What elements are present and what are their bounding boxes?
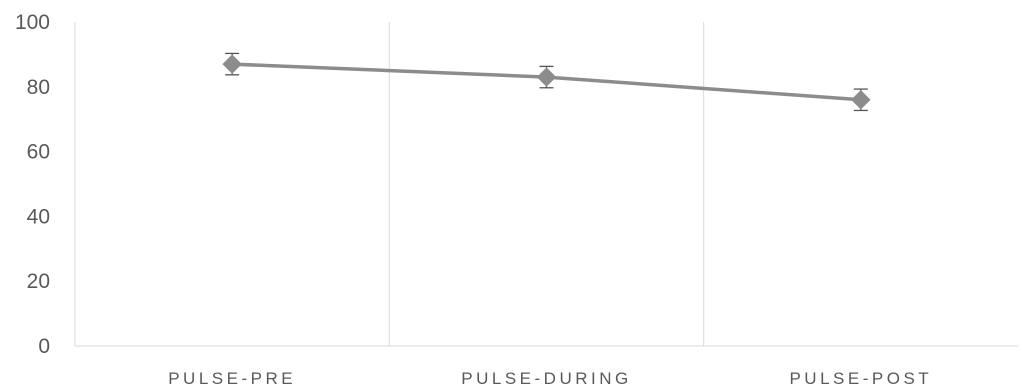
tick-labels: 0 20 40 60 80 100 PULSE-PRE PULSE-DURING PULSE-P… <box>15 11 932 388</box>
data-point-marker <box>536 67 557 87</box>
axes <box>74 22 1018 347</box>
x-tick-label: PULSE-POST <box>789 369 932 387</box>
y-tick-label: 40 <box>27 205 50 228</box>
x-tick-label: PULSE-PRE <box>168 369 296 387</box>
series-group <box>222 52 871 112</box>
y-tick-label: 80 <box>27 76 50 99</box>
y-tick-label: 0 <box>38 335 50 358</box>
y-tick-label: 100 <box>15 11 50 34</box>
x-tick-label: PULSE-DURING <box>461 369 631 387</box>
y-tick-label: 20 <box>27 270 50 293</box>
gridlines <box>388 22 705 346</box>
y-tick-label: 60 <box>27 141 50 164</box>
data-point-marker <box>222 54 242 74</box>
data-point-marker <box>851 90 871 110</box>
